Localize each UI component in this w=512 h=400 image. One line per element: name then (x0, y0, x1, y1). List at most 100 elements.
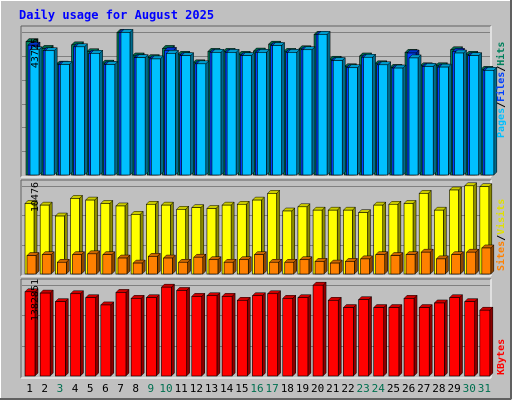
sites-bar (344, 257, 358, 275)
x-tick-label: 3 (57, 382, 64, 395)
sites-bar (268, 258, 283, 275)
x-tick-label: 6 (102, 382, 109, 395)
pages-bar (393, 64, 407, 176)
kbytes-bar (448, 294, 464, 377)
pages-bar (332, 56, 346, 176)
sites-bar (284, 258, 298, 275)
sites-bar (147, 252, 161, 275)
pages-bar (302, 46, 316, 176)
legend-hits: Hits (495, 42, 507, 66)
sites-bar (253, 251, 268, 275)
pages-bar (438, 63, 452, 176)
x-tick-label: 24 (372, 382, 386, 395)
legend-separator: / (496, 102, 507, 108)
sites-bar (87, 250, 101, 275)
pages-bar (287, 48, 301, 176)
x-tick-label: 7 (117, 382, 124, 395)
kbytes-bar (176, 286, 191, 377)
pages-bar (423, 62, 437, 176)
sites-bar (193, 253, 207, 275)
x-tick-label: 20 (311, 382, 324, 395)
sites-bar (299, 256, 313, 275)
x-tick-label: 16 (250, 382, 263, 395)
kbytes-max-label: 1382851 (30, 279, 41, 321)
sites-bar (420, 248, 434, 275)
x-tick-label: 26 (402, 382, 415, 395)
hits-max-label: 43725 (30, 38, 41, 68)
sites-bar (238, 256, 252, 275)
kbytes-bar (24, 288, 39, 377)
pages-bar (44, 47, 58, 176)
pages-bar (90, 49, 104, 176)
x-tick-label: 17 (266, 382, 279, 395)
sites-bar (481, 244, 495, 275)
pages-bar (105, 60, 119, 176)
hits-panel-legend: Pages/Files/Hits (495, 42, 507, 138)
x-tick-label: 25 (387, 382, 400, 395)
pages-bar (165, 49, 180, 176)
kbytes-bar (357, 296, 373, 377)
kbytes-bar (297, 294, 312, 377)
pages-bar (484, 66, 498, 176)
kbytes-panel (20, 278, 494, 379)
kbytes-bar (221, 292, 236, 377)
kbytes-panel-legend: KBytes (496, 339, 507, 375)
sites-bar (102, 251, 116, 275)
legend-kbytes: KBytes (496, 339, 507, 375)
pages-bar (453, 49, 468, 176)
pages-bar (29, 46, 43, 176)
kbytes-bar (373, 303, 388, 377)
kbytes-bar (251, 292, 267, 377)
sites-bar (26, 251, 40, 275)
x-tick-label: 31 (478, 382, 491, 395)
kbytes-bar (479, 306, 494, 377)
kbytes-bar (282, 294, 297, 377)
kbytes-bar (115, 288, 130, 377)
visits-bar (221, 201, 235, 275)
pages-bar (211, 48, 225, 176)
sites-bar (178, 258, 192, 275)
pages-bar (135, 53, 149, 176)
x-tick-label: 23 (357, 382, 370, 395)
kbytes-bar (312, 281, 327, 377)
pages-bar (378, 61, 392, 176)
sites-bar (359, 255, 374, 275)
hits-panel (20, 25, 498, 178)
pages-bar (120, 28, 134, 176)
legend-visits: Visits (495, 199, 507, 235)
sites-bar (117, 254, 131, 275)
kbytes-bar (236, 296, 251, 377)
x-tick-label: 12 (190, 382, 203, 395)
kbytes-bar (160, 283, 176, 377)
x-tick-label: 15 (235, 382, 248, 395)
sites-bar (56, 258, 70, 275)
kbytes-bar (206, 292, 221, 377)
x-tick-label: 27 (417, 382, 430, 395)
pages-bar (226, 48, 240, 176)
kbytes-bar (191, 292, 206, 377)
legend-files: Files (495, 72, 507, 102)
legend-pages: Pages (496, 108, 507, 138)
kbytes-bar (327, 296, 342, 377)
x-tick-label: 1 (26, 382, 33, 395)
x-tick-label: 5 (87, 382, 94, 395)
visits-panel (20, 179, 495, 277)
legend-separator: / (496, 66, 507, 72)
sites-bar (41, 251, 55, 275)
sites-bar (390, 251, 404, 275)
pages-bar (256, 48, 271, 176)
kbytes-bar (39, 289, 54, 377)
x-tick-label: 10 (159, 382, 172, 395)
pages-bar (317, 30, 331, 176)
visits-panel-legend: Sites/Visits (495, 199, 507, 271)
x-tick-label: 18 (281, 382, 294, 395)
visits-bar (327, 206, 341, 275)
kbytes-bar (388, 303, 403, 377)
x-tick-label: 22 (341, 382, 354, 395)
pages-bar (150, 55, 164, 176)
pages-bar (181, 52, 195, 176)
kbytes-bar (85, 294, 100, 377)
kbytes-bar (54, 298, 69, 377)
sites-bar (375, 251, 389, 275)
